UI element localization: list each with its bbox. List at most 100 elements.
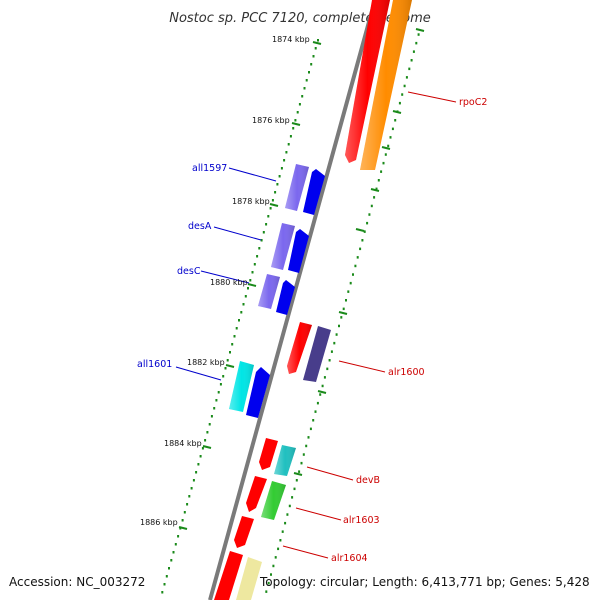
tick-dot <box>287 143 290 146</box>
tick-dot <box>300 461 303 465</box>
tick-dot <box>249 279 252 282</box>
tick-dot <box>240 311 243 314</box>
tick-dot <box>270 573 272 576</box>
tick-dot <box>238 319 240 322</box>
gene-label-desC[interactable]: desC <box>177 266 201 277</box>
major-tick <box>178 526 188 530</box>
gene-label-desA[interactable]: desA <box>188 221 212 232</box>
gene-arrow-alr1604[interactable] <box>234 516 254 548</box>
gene-label-devB[interactable]: devB <box>356 475 380 486</box>
gene-arrow-red[interactable] <box>246 476 267 512</box>
tick-dot <box>349 281 352 285</box>
gene-arrow-unlabeled[interactable] <box>236 557 262 600</box>
tick-dot <box>326 367 329 371</box>
tick-dot <box>281 530 284 533</box>
tick-dot <box>247 287 249 290</box>
tick-dot <box>292 127 295 130</box>
tick-dot <box>352 273 354 276</box>
tick-dot <box>291 496 294 499</box>
genome-info-text: Topology: circular; Length: 6,413,771 bp… <box>259 575 590 589</box>
tick-dot <box>321 384 324 388</box>
tick-dot <box>204 439 207 442</box>
tick-dot <box>192 479 195 482</box>
tick-dot <box>208 423 211 426</box>
tick-dot <box>298 470 301 473</box>
tick-dot <box>340 316 343 319</box>
gene-label-alr1600[interactable]: alr1600 <box>388 367 425 378</box>
gene-label-alr1603[interactable]: alr1603 <box>343 515 380 526</box>
tick-dot <box>165 575 168 578</box>
tick-dot <box>274 191 277 194</box>
tick-dot <box>283 159 286 162</box>
tick-dot <box>296 111 299 114</box>
tick-dot <box>361 239 364 242</box>
gene-arrow-blue[interactable] <box>303 169 325 215</box>
tick-dot <box>403 84 406 88</box>
tick-dot <box>382 161 385 165</box>
tick-dot <box>303 87 306 90</box>
tick-dot <box>286 513 289 516</box>
tick-dot <box>363 230 366 233</box>
tick-dot <box>302 453 305 456</box>
gene-arrow-red[interactable] <box>214 551 243 600</box>
tick-dot <box>288 504 291 508</box>
tick-dot <box>265 590 268 593</box>
tick-dot <box>368 213 371 216</box>
tick-dot <box>354 264 357 268</box>
tick-dot <box>235 327 238 330</box>
major-tick <box>317 390 327 394</box>
gene-arrow-red[interactable] <box>259 438 278 470</box>
tick-dot <box>251 271 254 274</box>
major-tick <box>312 41 322 45</box>
gene-label-all1601[interactable]: all1601 <box>137 359 172 370</box>
tick-dot <box>253 263 256 266</box>
tick-dot <box>342 307 345 311</box>
tick-dot <box>417 33 420 36</box>
tick-dot <box>210 415 213 418</box>
tick-label: 1880 kbp <box>210 278 248 287</box>
tick-dot <box>217 391 220 394</box>
tick-dot <box>183 511 186 514</box>
tick-dot <box>405 76 408 79</box>
tick-dot <box>260 239 263 242</box>
major-tick <box>291 122 301 126</box>
tick-dot <box>215 399 218 402</box>
tick-dot <box>410 59 413 62</box>
gene-label-rpoC2[interactable]: rpoC2 <box>459 97 487 108</box>
tick-labels: 1874 kbp 1876 kbp 1878 kbp 1880 kbp 1882… <box>140 35 310 527</box>
tick-dot <box>323 376 326 379</box>
tick-dot <box>224 367 227 370</box>
tick-dot <box>317 39 319 42</box>
tick-dot <box>335 333 338 336</box>
tick-dot <box>312 419 315 422</box>
gene-arrow-blue[interactable] <box>288 229 309 273</box>
tick-dot <box>226 359 229 362</box>
tick-dot <box>394 119 397 122</box>
gene-arrow-blue[interactable] <box>246 367 270 418</box>
tick-dot <box>314 410 317 413</box>
gene-arrow-blue[interactable] <box>276 280 295 315</box>
tick-dot <box>242 303 245 306</box>
tick-dot <box>370 204 373 208</box>
tick-dot <box>219 383 222 386</box>
tick-dot <box>316 401 319 405</box>
tick-dot <box>308 71 310 74</box>
tick-dot <box>186 503 189 506</box>
tick-label: 1886 kbp <box>140 518 178 527</box>
tick-dot <box>267 215 270 218</box>
gene-label-alr1604[interactable]: alr1604 <box>331 553 368 564</box>
tick-label: 1874 kbp <box>272 35 310 44</box>
tick-dot <box>295 479 298 482</box>
tick-dot <box>199 455 202 458</box>
tick-dot <box>201 447 204 450</box>
tick-dot <box>387 144 390 148</box>
tick-dot <box>256 255 259 258</box>
gene-arrow-alr1600[interactable] <box>303 326 331 382</box>
gene-labels: rpoC2 all1597 desA desC alr1600 all1601 … <box>137 91 487 564</box>
major-tick <box>269 203 279 207</box>
major-tick <box>355 228 365 232</box>
tick-dot <box>188 495 191 498</box>
tick-dot <box>366 221 369 225</box>
gene-label-all1597[interactable]: all1597 <box>192 163 227 174</box>
